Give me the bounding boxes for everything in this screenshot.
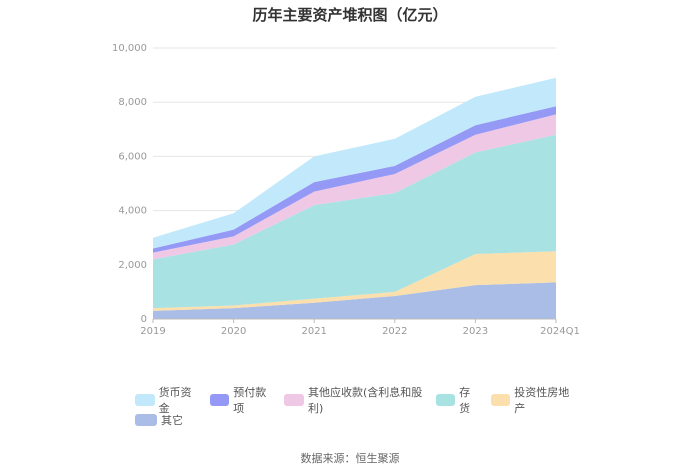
area-series [153,77,556,319]
area-其它[interactable] [153,282,556,319]
y-tick-label: 4,000 [118,206,147,217]
x-tick-label: 2024Q1 [540,326,580,337]
legend-item[interactable]: 其他应收款(含利息和股利) [284,384,423,416]
legend-item[interactable]: 存货 [435,384,479,416]
legend-swatch [435,394,456,406]
y-tick-label: 8,000 [118,97,147,108]
legend-item[interactable]: 投资性房地产 [490,384,573,416]
x-tick-label: 2020 [221,326,246,337]
legend-row: 其它 [135,410,585,430]
legend-label: 货币资金 [158,386,192,415]
legend-swatch [135,394,155,406]
area-预付款项[interactable] [153,106,556,253]
legend-label: 其它 [161,414,183,427]
area-货币资金[interactable] [153,77,556,249]
y-tick-label: 2,000 [118,260,147,271]
legend-row: 货币资金 预付款项 其他应收款(含利息和股利) 存货 投资性房地产 [135,386,585,415]
legend-item[interactable]: 货币资金 [135,384,198,416]
area-投资性房地产[interactable] [153,251,556,311]
y-tick-label: 10,000 [112,43,147,54]
legend-swatch [490,394,511,406]
data-source: 数据来源：恒生聚源 [300,452,400,465]
legend: 货币资金 预付款项 其他应收款(含利息和股利) 存货 投资性房地产其它 [135,386,585,430]
legend-swatch [284,394,304,406]
y-tick-label: 0 [141,314,147,325]
x-tick-label: 2022 [382,326,407,337]
y-tick-label: 6,000 [118,151,147,162]
x-tick-label: 2021 [301,326,326,337]
legend-item[interactable]: 其它 [135,412,183,428]
x-tick-label: 2019 [140,326,165,337]
legend-item[interactable]: 预付款项 [209,384,273,416]
legend-label: 预付款项 [233,386,267,415]
legend-label: 投资性房地产 [514,386,570,415]
legend-label: 其他应收款(含利息和股利) [307,386,423,415]
area-其他应收款(含利息和股利)[interactable] [153,114,556,260]
x-tick-label: 2023 [463,326,488,337]
legend-label: 存货 [459,386,471,415]
chart-title: 历年主要资产堆积图（亿元） [252,6,448,24]
legend-swatch [209,394,230,406]
axes: 0 2,000 4,000 6,000 8,000 10,000 2019 2020 2021 2… [112,43,580,337]
legend-swatch [135,414,157,426]
area-存货[interactable] [153,134,556,309]
